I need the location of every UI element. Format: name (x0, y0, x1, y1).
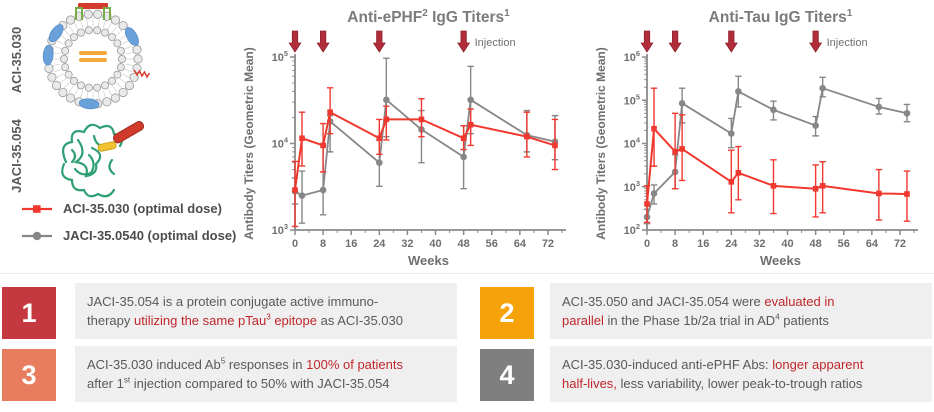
adjuvant-blob (48, 24, 64, 43)
adjuvant-blob (42, 44, 54, 66)
carrier-protein-ribbon (61, 123, 124, 198)
lipid-tails (52, 18, 134, 100)
series-jaci-35.0540 (291, 57, 559, 224)
svg-text:16: 16 (697, 238, 709, 250)
svg-text:105: 105 (624, 92, 640, 107)
linker-rod (97, 141, 117, 152)
protein-conjugate-diagram (61, 121, 145, 198)
svg-text:105: 105 (272, 49, 288, 64)
svg-text:48: 48 (810, 238, 822, 250)
callout-text-3: ACI-35.030 induced Ab5 responses in 100%… (75, 346, 457, 402)
peptide-rod (112, 121, 145, 144)
adjuvant-blob (125, 27, 139, 46)
legend-label: ACI-35.030 (optimal dose) (63, 201, 222, 216)
construct-label-jaci-35-054: JACI-35.054 (9, 119, 24, 193)
injection-arrow-icon (640, 30, 654, 53)
legend-label: JACI-35.0540 (optimal dose) (63, 228, 237, 243)
injection-arrow-icon (372, 30, 386, 53)
svg-text:40: 40 (781, 238, 793, 250)
svg-text:103: 103 (272, 222, 288, 237)
svg-text:104: 104 (272, 136, 289, 151)
gray-circle-marker-icon (22, 231, 52, 240)
injection-label: Injection (475, 37, 516, 49)
svg-text:102: 102 (624, 222, 640, 237)
y-axis-label: Antibody Titers (Geometric Mean) (594, 47, 608, 239)
callout-text-2: ACI-35.050 and JACI-35.054 were evaluate… (550, 283, 932, 339)
svg-text:64: 64 (514, 238, 527, 250)
injection-arrows: Injection (288, 30, 516, 53)
svg-text:16: 16 (345, 238, 357, 250)
svg-text:32: 32 (753, 238, 765, 250)
series-aci-35.030 (643, 87, 911, 224)
injection-label: Injection (827, 37, 868, 49)
svg-text:56: 56 (838, 238, 850, 250)
anchor-brackets (75, 7, 111, 20)
injection-arrows: Injection (640, 30, 868, 53)
svg-text:24: 24 (373, 238, 386, 250)
chart-anti-ephf-igg-titers: Anti-ePHF2 IgG Titers1 Injection 103 104 105… (242, 8, 566, 268)
section-divider (0, 273, 934, 274)
injection-arrow-icon (724, 30, 738, 53)
injection-arrow-icon (288, 30, 302, 53)
svg-text:8: 8 (320, 238, 326, 250)
legend-item-aci: ACI-35.030 (optimal dose) (20, 201, 236, 216)
chart-anti-tau-igg-titers: Anti-Tau IgG Titers1Injection10210310410… (594, 8, 918, 268)
svg-text:0: 0 (644, 238, 650, 250)
callout-number-3: 3 (2, 349, 56, 401)
adjuvant-blob (78, 98, 100, 110)
injection-arrow-icon (668, 30, 682, 53)
callout-number-1: 1 (2, 287, 56, 339)
y-axis-ticks: 103 104 105 (272, 49, 295, 237)
svg-text:106: 106 (624, 49, 640, 64)
antigen-bar (78, 3, 108, 9)
svg-text:8: 8 (672, 238, 678, 250)
legend-item-jaci: JACI-35.0540 (optimal dose) (20, 228, 236, 243)
svg-text:64: 64 (866, 238, 879, 250)
x-axis-label: Weeks (760, 253, 801, 268)
cargo-bar (79, 51, 107, 55)
axes (646, 54, 918, 231)
svg-text:32: 32 (401, 238, 413, 250)
svg-text:56: 56 (486, 238, 498, 250)
peptide-squiggle (133, 69, 151, 79)
series-aci-35.030 (291, 87, 559, 228)
axes (294, 54, 566, 231)
callout-text-4: ACI-35.030-induced anti-ePHF Abs: longer… (550, 346, 932, 402)
svg-text:48: 48 (458, 238, 470, 250)
svg-text:40: 40 (429, 238, 441, 250)
y-axis-ticks: 102 103 104 105 106 (624, 49, 647, 237)
injection-arrow-icon (457, 30, 471, 53)
callout-number-4: 4 (480, 349, 534, 401)
svg-text:104: 104 (624, 136, 641, 151)
svg-text:0: 0 (292, 238, 298, 250)
construct-label-aci-35-030: ACI-35.030 (9, 26, 24, 94)
red-square-marker-icon (22, 204, 52, 213)
injection-arrow-icon (316, 30, 330, 53)
chart-title: Anti-Tau IgG Titers1 (709, 8, 853, 26)
y-axis-label: Antibody Titers (Geometric Mean) (242, 47, 256, 239)
x-axis-ticks: 0 8 16 24 32 40 48 56 64 72 (292, 230, 563, 250)
x-axis-ticks: 0 8 16 24 32 40 48 56 64 72 (644, 230, 915, 250)
chart-title: Anti-ePHF2 IgG Titers1 (347, 8, 510, 26)
liposome-vaccine-diagram (42, 3, 151, 110)
x-axis-label: Weeks (408, 253, 449, 268)
inner-lipid-ring (59, 26, 127, 92)
cargo-bar (79, 58, 107, 62)
svg-text:72: 72 (542, 238, 554, 250)
svg-text:72: 72 (894, 238, 906, 250)
svg-text:103: 103 (624, 179, 640, 194)
svg-text:24: 24 (725, 238, 738, 250)
callout-text-1: JACI-35.054 is a protein conjugate activ… (75, 283, 457, 339)
injection-arrow-icon (809, 30, 823, 53)
callout-number-2: 2 (480, 287, 534, 339)
chart-legend: ACI-35.030 (optimal dose) JACI-35.0540 (… (20, 201, 236, 243)
